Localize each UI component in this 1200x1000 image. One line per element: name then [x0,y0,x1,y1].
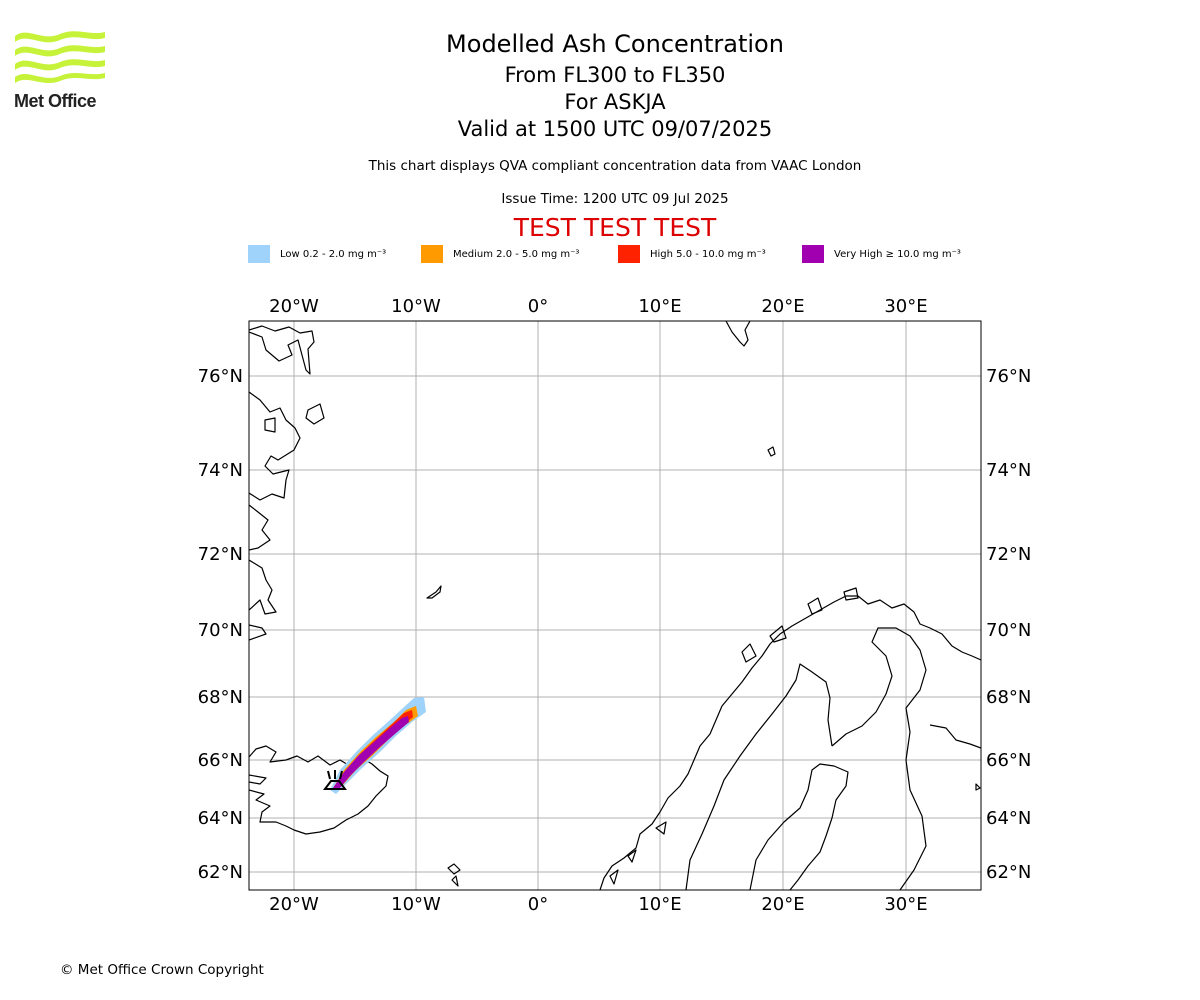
lon-label: 20°E [761,296,804,317]
issue-time: Issue Time: 1200 UTC 09 Jul 2025 [501,191,729,207]
sweden-border [685,663,833,890]
copyright-notice: © Met Office Crown Copyright [60,962,264,978]
lon-label: 20°E [761,894,804,915]
lat-label: 74°N [986,460,1031,481]
lon-labels-top: 20°W 10°W 0° 10°E 20°E 30°E [269,296,927,317]
gulf-of-bothnia-coast [749,763,849,890]
chart-title: Modelled Ash Concentration [446,30,784,58]
lat-label: 64°N [198,808,243,829]
lon-label: 20°W [269,894,319,915]
lon-label: 30°E [884,894,927,915]
lat-labels-right: 62°N 64°N 66°N 68°N 70°N 72°N 74°N 76°N [986,366,1031,883]
legend-label-low: Low 0.2 - 2.0 mg m⁻³ [280,248,387,260]
iceland-coast [249,745,389,835]
svalbard-coast [725,321,751,347]
lon-label: 10°E [638,894,681,915]
test-banner: TEST TEST TEST [513,213,717,242]
legend-label-medium: Medium 2.0 - 5.0 mg m⁻³ [453,248,580,260]
map-background [249,321,981,890]
met-office-logo: Met Office [14,28,109,112]
finland-border [831,627,927,890]
coastlines [249,321,981,890]
ash-plume[interactable] [330,697,426,794]
lat-label: 68°N [986,687,1031,708]
legend-swatch-high [618,245,640,263]
lon-label: 0° [528,296,548,317]
legend-label-very-high: Very High ≥ 10.0 mg m⁻³ [834,248,961,260]
lat-labels-left: 62°N 64°N 66°N 68°N 70°N 72°N 74°N 76°N [198,366,243,883]
legend-swatch-very-high [802,245,824,263]
lon-label: 10°E [638,296,681,317]
lon-label: 10°W [391,296,441,317]
jan-mayen-coast [426,585,442,599]
legend-item-very-high: Very High ≥ 10.0 mg m⁻³ [802,244,961,264]
lon-label: 0° [528,894,548,915]
logo-text: Met Office [14,91,97,111]
lon-label: 20°W [269,296,319,317]
lat-label: 74°N [198,460,243,481]
valid-time-subtitle: Valid at 1500 UTC 09/07/2025 [457,117,773,141]
lat-label: 72°N [198,544,243,565]
lat-label: 66°N [198,750,243,771]
lat-label: 62°N [198,862,243,883]
lon-label: 10°W [391,894,441,915]
legend-swatch-low [248,245,270,263]
met-office-waves-icon [15,31,105,84]
lon-label: 30°E [884,296,927,317]
legend-item-medium: Medium 2.0 - 5.0 mg m⁻³ [421,244,579,264]
norway-coast [599,595,981,890]
lon-labels-bottom: 20°W 10°W 0° 10°E 20°E 30°E [269,894,927,915]
legend-item-low: Low 0.2 - 2.0 mg m⁻³ [248,244,386,264]
lat-label: 76°N [198,366,243,387]
volcano-subtitle: For ASKJA [564,90,666,114]
legend-label-high: High 5.0 - 10.0 mg m⁻³ [650,248,766,260]
flight-level-subtitle: From FL300 to FL350 [504,63,726,87]
legend-swatch-medium [421,245,443,263]
chart-description: This chart displays QVA compliant concen… [368,158,862,174]
lat-label: 68°N [198,687,243,708]
lat-label: 62°N [986,862,1031,883]
lat-label: 70°N [986,620,1031,641]
lat-label: 64°N [986,808,1031,829]
lat-label: 72°N [986,544,1031,565]
map-gridlines [249,321,981,890]
greenland-coast [249,325,315,375]
legend-item-high: High 5.0 - 10.0 mg m⁻³ [618,244,766,264]
lat-label: 66°N [986,750,1031,771]
lat-label: 70°N [198,620,243,641]
ash-area-very-high[interactable] [333,716,409,789]
map-frame [248,320,982,891]
volcano-marker-icon[interactable] [323,770,347,790]
lat-label: 76°N [986,366,1031,387]
